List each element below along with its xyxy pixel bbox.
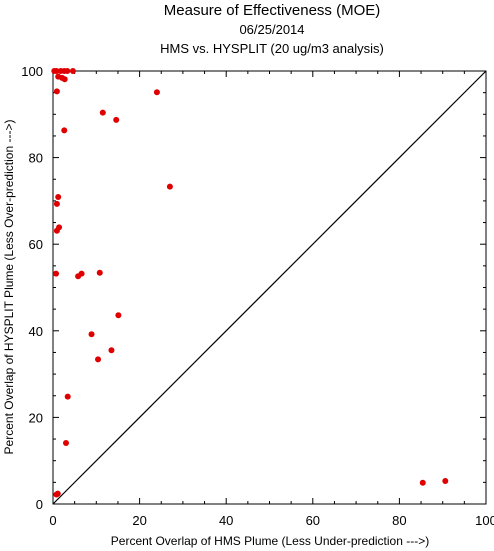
y-tick-label: 20: [29, 410, 43, 425]
x-tick-label: 0: [49, 513, 56, 528]
data-point: [69, 68, 76, 74]
x-tick-label: 80: [392, 513, 406, 528]
data-point: [95, 356, 102, 363]
data-point: [88, 331, 95, 338]
data-point: [61, 76, 68, 83]
y-tick-label: 100: [21, 64, 43, 79]
x-tick-label: 60: [306, 513, 320, 528]
data-point: [53, 88, 60, 95]
y-axis-label: Percent Overlap of HYSPLIT Plume (Less O…: [2, 120, 16, 455]
data-point: [62, 439, 69, 446]
y-tick-label: 60: [29, 237, 43, 252]
data-point: [153, 89, 160, 96]
y-tick-label: 80: [29, 151, 43, 166]
y-tick-label: 0: [36, 497, 43, 512]
x-axis-label: Percent Overlap of HMS Plume (Less Under…: [111, 534, 429, 548]
y-tick-label: 40: [29, 324, 43, 339]
data-point: [53, 200, 60, 207]
data-point: [64, 393, 71, 400]
data-point: [55, 194, 62, 201]
plot-area: 0 20 40 60 80 100 0 20 40 60 80 100: [21, 64, 494, 528]
chart-date: 06/25/2014: [239, 22, 304, 37]
data-point: [64, 68, 71, 74]
data-point: [99, 109, 106, 116]
chart-subtitle: HMS vs. HYSPLIT (20 ug/m3 analysis): [160, 41, 384, 56]
one-to-one-line: [52, 70, 487, 505]
data-point: [53, 68, 60, 74]
x-tick-label: 100: [475, 513, 494, 528]
data-point: [53, 270, 60, 277]
data-point: [419, 479, 426, 486]
x-tick-label: 20: [132, 513, 146, 528]
data-point: [108, 347, 115, 354]
data-point: [166, 183, 173, 190]
data-point: [113, 116, 120, 123]
data-point: [75, 273, 82, 280]
chart-title: Measure of Effectiveness (MOE): [164, 2, 380, 19]
data-point: [61, 127, 68, 134]
x-tick-label: 40: [219, 513, 233, 528]
data-point: [96, 269, 103, 276]
data-point: [115, 312, 122, 319]
data-point: [54, 490, 61, 497]
data-point: [53, 227, 60, 234]
data-point: [442, 478, 449, 485]
